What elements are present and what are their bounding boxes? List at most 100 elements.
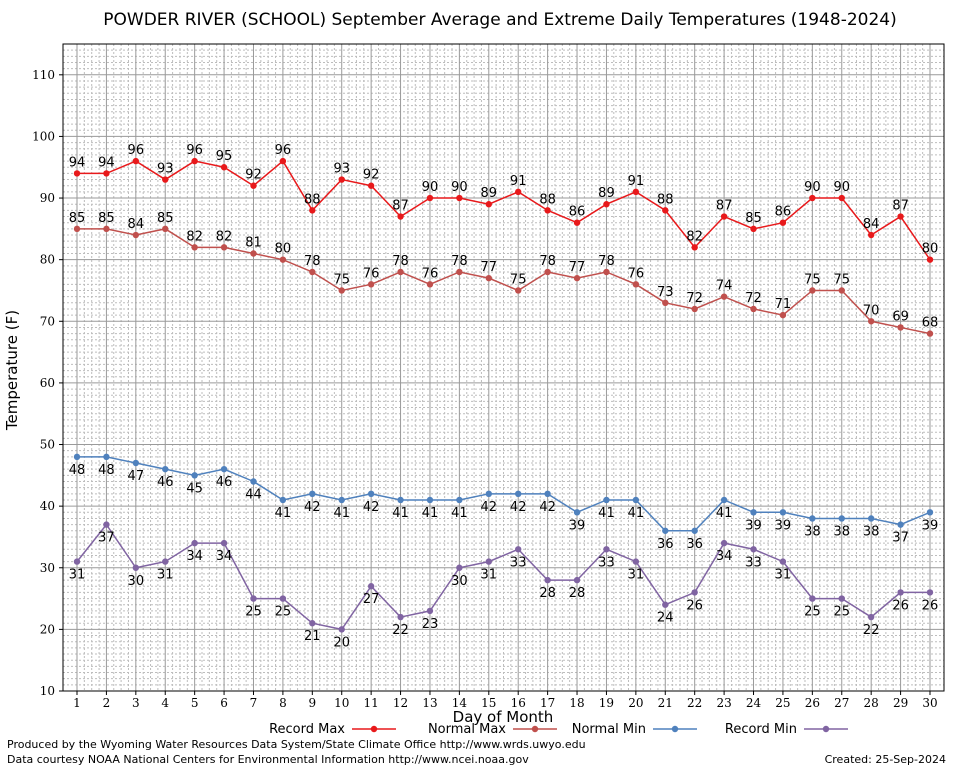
normal-min-data-label: 45 <box>186 481 203 496</box>
legend-swatch-marker <box>822 725 830 733</box>
x-tick-label: 10 <box>334 696 349 710</box>
record-min-point <box>367 583 375 590</box>
normal-min-point <box>603 496 610 504</box>
record-min-data-label: 25 <box>245 605 262 620</box>
x-tick-label: 8 <box>279 696 287 710</box>
record-max-point <box>250 182 257 189</box>
normal-min-data-label: 41 <box>275 506 292 521</box>
normal-max-point <box>162 225 169 233</box>
record-max-point <box>867 231 875 239</box>
x-tick-label: 20 <box>628 696 643 710</box>
normal-max-data-label: 76 <box>422 266 439 281</box>
record-max-data-label: 87 <box>392 199 409 214</box>
normal-min-point <box>485 490 492 498</box>
normal-min-point <box>309 490 316 498</box>
record-min-data-label: 24 <box>657 611 674 626</box>
normal-max-point <box>573 274 581 282</box>
record-max-data-label: 96 <box>275 143 292 158</box>
normal-max-point <box>720 293 728 300</box>
record-min-point <box>573 576 581 584</box>
record-max-data-label: 86 <box>569 205 586 220</box>
normal-max-point <box>838 287 845 294</box>
normal-min-point <box>779 509 787 516</box>
normal-min-data-label: 36 <box>686 537 703 552</box>
normal-max-data-label: 76 <box>363 266 380 281</box>
normal-max-line <box>77 228 931 335</box>
x-tick-label: 12 <box>393 696 408 710</box>
x-tick-label: 9 <box>308 696 316 710</box>
normal-max-point <box>309 268 316 276</box>
normal-max-point <box>632 281 640 288</box>
record-min-point <box>191 539 198 547</box>
normal-min-point <box>456 496 463 504</box>
normal-max-data-label: 78 <box>598 254 615 269</box>
record-min-data-label: 25 <box>833 605 850 620</box>
normal-max-point <box>485 274 492 282</box>
record-min-data-label: 33 <box>510 555 527 570</box>
record-min-data-label: 23 <box>422 617 439 632</box>
normal-min-point <box>279 496 287 504</box>
x-tick-label: 21 <box>658 696 673 710</box>
normal-max-point <box>279 256 287 263</box>
record-min-point <box>720 539 728 547</box>
normal-min-data-label: 44 <box>245 487 262 502</box>
record-max-data-label: 93 <box>333 162 350 177</box>
normal-max-point <box>867 318 875 325</box>
legend-swatch-marker <box>370 725 378 733</box>
normal-min-point <box>691 527 698 534</box>
record-max-data-label: 91 <box>510 174 527 189</box>
normal-min-data-label: 41 <box>333 506 350 521</box>
normal-max-data-label: 78 <box>539 254 556 269</box>
record-max-data-label: 84 <box>863 217 880 232</box>
record-max-point <box>367 182 375 189</box>
normal-min-data-label: 42 <box>363 500 380 515</box>
normal-max-point <box>691 305 698 313</box>
x-tick-label: 1 <box>73 696 81 710</box>
normal-max-point <box>103 225 110 233</box>
x-tick-label: 13 <box>422 696 437 710</box>
normal-min-data-label: 39 <box>922 518 939 533</box>
y-tick-label: 10 <box>40 684 55 698</box>
legend-label: Record Max <box>269 722 345 737</box>
chart-title: POWDER RIVER (SCHOOL) September Average … <box>103 10 896 30</box>
normal-max-point <box>73 225 81 233</box>
record-max-point <box>162 176 169 183</box>
y-tick-label: 80 <box>40 253 55 267</box>
normal-min-point <box>367 490 375 498</box>
normal-max-point <box>779 311 787 319</box>
record-min-data-label: 22 <box>863 623 880 638</box>
normal-min-data-label: 48 <box>98 463 115 478</box>
normal-min-data-label: 39 <box>569 518 586 533</box>
record-min-data-label: 34 <box>716 549 733 564</box>
record-max-data-label: 94 <box>69 155 86 170</box>
normal-max-data-label: 75 <box>333 272 350 287</box>
record-min-data-label: 33 <box>598 555 615 570</box>
credit-line-2: Data courtesy NOAA National Centers for … <box>7 753 529 766</box>
record-max-data-label: 92 <box>363 168 380 183</box>
record-min-data-label: 26 <box>892 598 909 613</box>
record-min-data-label: 28 <box>569 586 586 601</box>
record-min-data-label: 37 <box>98 531 115 546</box>
record-max-point <box>603 201 610 208</box>
normal-min-data-label: 37 <box>892 531 909 546</box>
normal-min-data-label: 38 <box>833 524 850 539</box>
record-max-data-label: 90 <box>451 180 468 195</box>
record-min-point <box>662 601 669 608</box>
normal-max-data-label: 72 <box>686 291 703 306</box>
record-min-point <box>397 613 404 621</box>
record-min-point <box>162 558 169 565</box>
normal-max-data-label: 71 <box>775 297 792 312</box>
normal-min-point <box>838 515 845 522</box>
record-min-data-label: 26 <box>686 598 703 613</box>
record-max-data-label: 90 <box>422 180 439 195</box>
record-max-line <box>77 159 931 261</box>
credit-line-1: Produced by the Wyoming Water Resources … <box>7 738 586 751</box>
record-min-data-label: 31 <box>775 568 792 583</box>
normal-max-data-label: 85 <box>69 211 86 226</box>
record-max-data-label: 87 <box>892 199 909 214</box>
normal-min-data-label: 42 <box>510 500 527 515</box>
record-min-data-label: 34 <box>186 549 203 564</box>
x-tick-label: 6 <box>220 696 228 710</box>
record-max-data-label: 90 <box>804 180 821 195</box>
